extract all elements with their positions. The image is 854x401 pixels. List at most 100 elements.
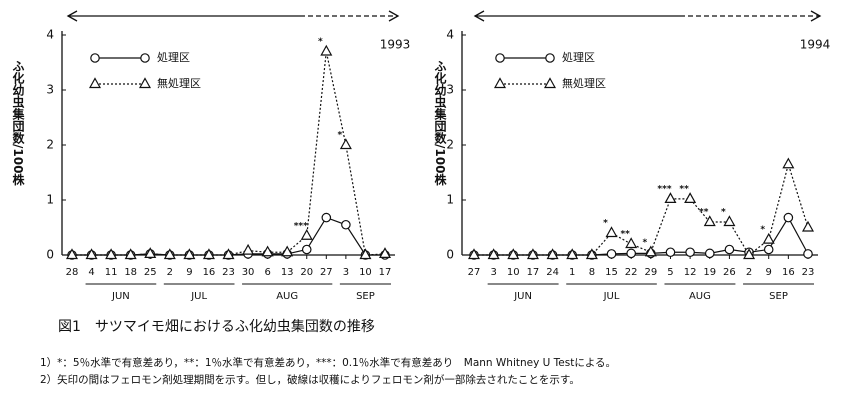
- x-tick-label: 27: [320, 267, 333, 278]
- data-point: [124, 248, 137, 260]
- data-point: [378, 247, 392, 258]
- legend-marker: [495, 53, 505, 63]
- arrow-head: [388, 10, 400, 22]
- x-tick-label: 1: [569, 267, 575, 278]
- y-tick-label: 1: [446, 193, 454, 207]
- data-point: [704, 248, 715, 259]
- legend-label: 無処理区: [562, 76, 606, 90]
- legend-label: 処理区: [562, 51, 595, 64]
- data-point: [105, 248, 118, 260]
- legend-label: 無処理区: [157, 76, 201, 90]
- series-line: [474, 162, 809, 256]
- y-tick-label: 3: [446, 83, 454, 97]
- x-tick-label: 13: [281, 267, 294, 278]
- data-point: [202, 248, 215, 260]
- data-point: [281, 245, 294, 257]
- significance-label: *: [318, 37, 323, 47]
- x-tick-label: 17: [379, 267, 392, 278]
- x-tick-label: 18: [124, 267, 137, 278]
- data-point: [163, 248, 176, 260]
- significance-label: *: [760, 225, 765, 235]
- data-point: [664, 192, 677, 203]
- legend-marker: [493, 77, 507, 89]
- y-tick-label: 3: [46, 83, 54, 97]
- arrow-head: [810, 10, 822, 22]
- legend-marker: [140, 53, 150, 63]
- data-point: [546, 248, 559, 260]
- x-tick-label: 9: [186, 267, 192, 278]
- y-tick-label: 1: [46, 193, 54, 207]
- data-point: [144, 247, 157, 258]
- y-axis-title: ふ化幼虫集団数/100株: [11, 60, 25, 186]
- data-point: [341, 219, 351, 230]
- data-point: [339, 138, 352, 150]
- data-point: [762, 232, 775, 244]
- month-label: AUG: [276, 291, 298, 302]
- data-point: [703, 215, 716, 227]
- data-point: [300, 229, 313, 240]
- x-tick-label: 19: [703, 267, 716, 278]
- x-tick-label: 4: [88, 267, 94, 278]
- data-point: [743, 248, 756, 260]
- month-label: JUN: [513, 291, 532, 302]
- data-point: [644, 245, 657, 257]
- y-tick-label: 2: [446, 138, 454, 152]
- significance-label: ***: [657, 184, 671, 194]
- x-tick-label: 22: [625, 267, 638, 278]
- legend-marker: [90, 53, 100, 63]
- legend-marker: [88, 77, 102, 89]
- legend-marker: [545, 53, 555, 63]
- note: 2）矢印の間はフェロモン剤処理期間を示す。但し，破線は収穫によりフェロモン剤が一…: [40, 373, 580, 386]
- x-tick-label: 24: [546, 267, 559, 278]
- x-tick-label: 27: [468, 267, 481, 278]
- data-point: [684, 192, 697, 203]
- significance-label: *: [603, 219, 608, 229]
- data-point: [321, 212, 332, 223]
- legend-marker: [543, 77, 557, 89]
- y-tick-label: 0: [446, 248, 454, 262]
- data-point: [685, 247, 695, 258]
- arrow-head: [66, 10, 78, 22]
- y-tick-label: 4: [446, 28, 454, 42]
- month-label: SEP: [356, 291, 375, 302]
- x-tick-label: 10: [507, 267, 520, 278]
- data-point: [803, 249, 813, 259]
- data-point: [320, 44, 333, 56]
- series-line: [474, 216, 809, 256]
- x-tick-label: 30: [242, 267, 255, 278]
- x-tick-label: 3: [343, 267, 349, 278]
- y-tick-label: 2: [46, 138, 54, 152]
- month-label: AUG: [689, 291, 711, 302]
- data-point: [507, 248, 520, 260]
- data-point: [301, 244, 312, 255]
- data-point: [782, 157, 795, 169]
- data-point: [261, 245, 274, 257]
- data-point: [801, 220, 815, 232]
- legend-label: 処理区: [157, 51, 190, 64]
- x-tick-label: 15: [605, 267, 618, 278]
- data-point: [665, 247, 676, 258]
- x-tick-label: 12: [684, 267, 697, 278]
- data-point: [626, 248, 636, 259]
- caption: 図1 サツマイモ畑におけるふ化幼虫集団数の推移: [58, 318, 375, 335]
- x-tick-label: 29: [644, 267, 657, 278]
- month-label: SEP: [769, 291, 788, 302]
- data-point: [242, 243, 255, 255]
- data-point: [763, 244, 774, 255]
- x-tick-label: 11: [105, 267, 118, 278]
- legend-marker: [138, 77, 152, 89]
- month-label: JUL: [190, 291, 207, 302]
- significance-label: **: [620, 230, 630, 240]
- data-point: [783, 212, 794, 223]
- x-tick-label: 9: [766, 267, 772, 278]
- x-tick-label: 8: [589, 267, 595, 278]
- x-tick-label: 26: [723, 267, 736, 278]
- data-point: [85, 248, 98, 260]
- x-tick-label: 17: [527, 267, 540, 278]
- data-point: [467, 248, 481, 260]
- y-axis-title: ふ化幼虫集団数/100株: [433, 60, 447, 186]
- data-point: [605, 226, 618, 238]
- x-tick-label: 25: [144, 267, 157, 278]
- data-point: [625, 237, 638, 249]
